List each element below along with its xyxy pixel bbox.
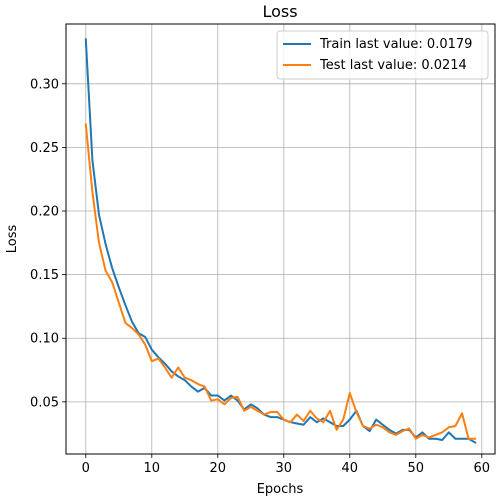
y-tick-label: 0.15 [30,268,59,283]
x-tick-label: 40 [342,461,359,476]
x-tick-label: 20 [210,461,227,476]
x-axis-title: Epochs [257,482,304,497]
test-loss-line [84,123,477,440]
series-lines [84,38,477,444]
x-tick-label: 60 [474,461,491,476]
y-tick-label: 0.30 [30,77,59,92]
grid [66,24,495,454]
legend-label-train: Train last value: 0.0179 [319,37,472,52]
x-tick-label: 50 [408,461,425,476]
x-tick-label: 30 [276,461,293,476]
plot-frame [65,23,496,455]
x-tick-label: 10 [144,461,161,476]
y-tick-label: 0.05 [30,395,59,410]
chart-title: Loss [262,2,297,21]
legend-box [276,30,489,80]
legend-label-test: Test last value: 0.0214 [319,58,467,73]
legend: Train last value: 0.0179 Test last value… [276,30,489,80]
y-tick-label: 0.10 [30,332,59,347]
y-tick-label: 0.25 [30,141,59,156]
x-tick-label: 0 [82,461,90,476]
y-axis-title: Loss [5,225,20,254]
y-tick-label: 0.20 [30,205,59,220]
axis-ticks: 0 10 20 30 40 50 60 0.05 0.10 0.15 0.20 0.25 0.30 [30,77,490,476]
